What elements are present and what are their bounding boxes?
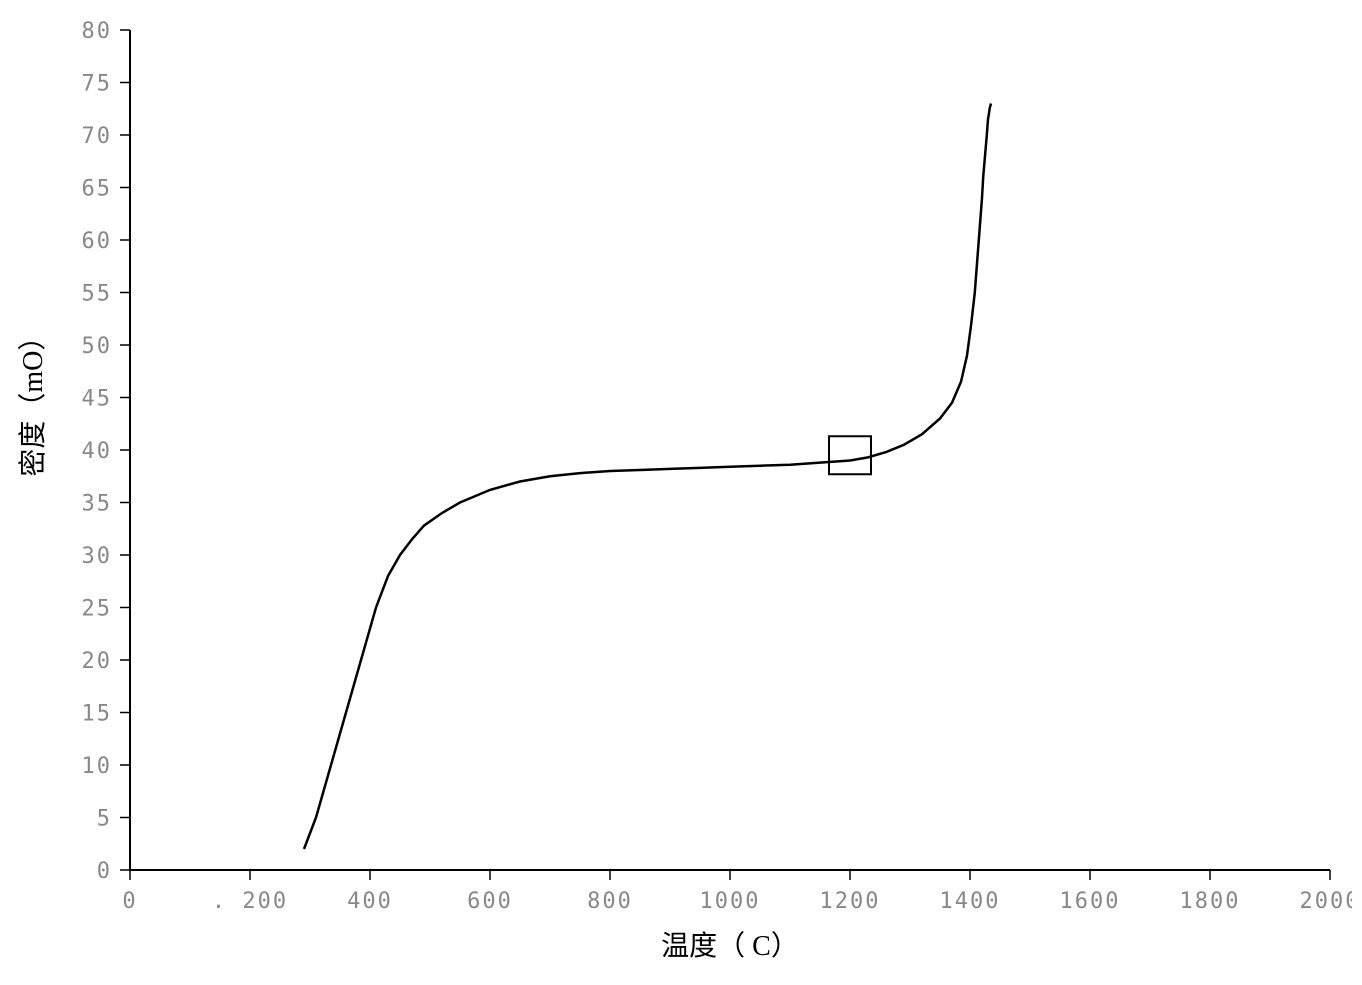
y-tick-label: 0 [97,859,112,884]
x-tick-label: 1400 [940,889,1001,914]
y-tick-label: 70 [82,124,113,149]
x-tick-label: 600 [467,889,513,914]
y-axis-label: 密度（mO） [17,323,49,477]
y-tick-label: 30 [82,544,113,569]
y-tick-label: 65 [82,177,113,202]
x-tick-label: 1600 [1060,889,1121,914]
y-tick-label: 10 [82,754,113,779]
y-tick-label: 55 [82,282,113,307]
y-tick-label: 5 [97,807,112,832]
x-tick-label: 400 [347,889,393,914]
x-tick-label: 1800 [1180,889,1241,914]
x-tick-label: 0 [122,889,137,914]
y-tick-label: 80 [82,19,113,44]
chart-container: 0 . 200 400 600 800 1000 1200 1400 1600 1800 2000 0… [10,10,1352,975]
x-axis-label: 温度（ C） [661,930,799,962]
x-tick-label: 1000 [700,889,761,914]
y-tick-label: 20 [82,649,113,674]
x-tick-label: . 200 [212,889,288,914]
highlight-marker [829,436,871,474]
line-chart: 0 . 200 400 600 800 1000 1200 1400 1600 1800 2000 0… [10,10,1352,975]
y-tick-label: 60 [82,229,113,254]
data-curve [304,104,991,850]
y-tick-label: 75 [82,72,113,97]
y-tick-label: 35 [82,492,113,517]
y-tick-label: 25 [82,597,113,622]
x-tick-label: 2000 [1300,889,1352,914]
x-tick-label: 800 [587,889,633,914]
x-tick-label: 1200 [820,889,881,914]
y-tick-label: 40 [82,439,113,464]
y-tick-label: 45 [82,387,113,412]
y-tick-label: 15 [82,702,113,727]
y-tick-label: 50 [82,334,113,359]
